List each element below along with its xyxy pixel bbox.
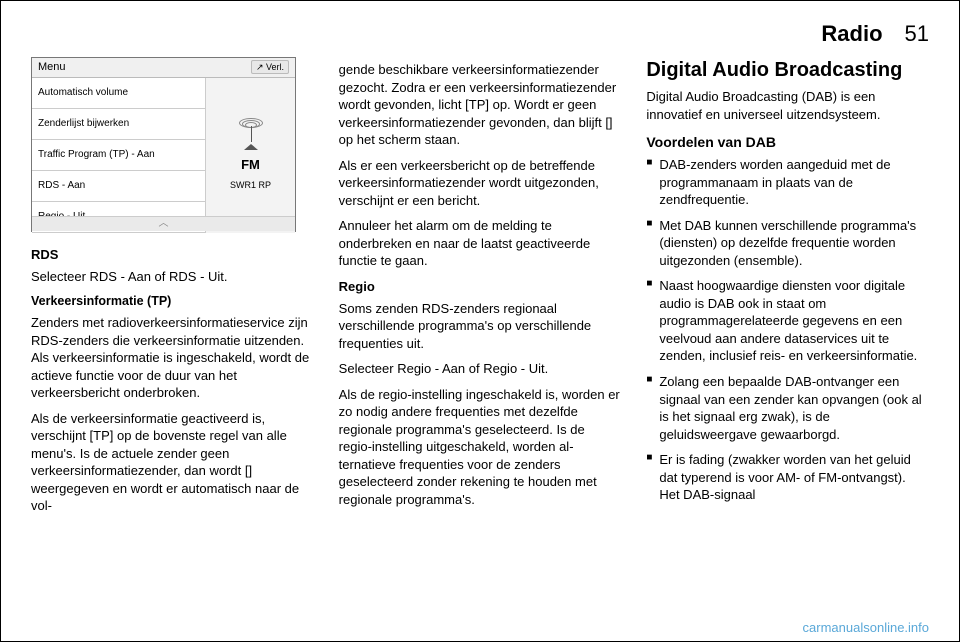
screenshot-menu-item: RDS - Aan — [32, 171, 206, 202]
dab-heading: Digital Audio Broadcasting — [646, 57, 929, 84]
column-3: Digital Audio Broadcasting Digital Audio… — [646, 57, 929, 523]
dab-intro: Digital Audio Broadcasting (DAB) is een … — [646, 88, 929, 123]
tp-paragraph-2: Als de verkeersinformatie geacti­veerd i… — [31, 410, 314, 515]
dab-subheading: Voordelen van DAB — [646, 133, 929, 152]
rds-heading: RDS — [31, 246, 314, 264]
tp-heading: Verkeersinformatie (TP) — [31, 293, 314, 310]
regio-heading: Regio — [339, 278, 622, 296]
screenshot-right-panel: FM SWR1 RP — [206, 78, 295, 233]
tp-paragraph-1: Zenders met radioverkeersinformatie­serv… — [31, 314, 314, 402]
column-2: gende beschikbare verkeersinforma­tiezen… — [339, 57, 622, 523]
dab-bullet: Naast hoogwaardige diensten voor digital… — [646, 277, 929, 365]
radio-menu-screenshot: Menu ↗ Verl. Automatisch volume Zenderli… — [31, 57, 296, 232]
screenshot-station-label: SWR1 RP — [230, 179, 271, 191]
dab-bullet: DAB-zenders worden aangeduid met de prog… — [646, 156, 929, 209]
antenna-icon — [239, 120, 263, 150]
dab-bullet-list: DAB-zenders worden aangeduid met de prog… — [646, 156, 929, 504]
screenshot-menu-item: Automatisch volume — [32, 78, 206, 109]
dab-bullet: Er is fading (zwakker worden van het gel… — [646, 451, 929, 504]
screenshot-menu-item: Zenderlijst bijwerken — [32, 109, 206, 140]
screenshot-menu-list: Automatisch volume Zenderlijst bijwerken… — [32, 78, 206, 233]
manual-page: Radio 51 Menu ↗ Verl. Automatisch volume… — [0, 0, 960, 642]
chevron-up-icon: ︿ — [159, 217, 169, 231]
page-header: Radio 51 — [31, 21, 929, 47]
screenshot-topbar: Menu ↗ Verl. — [32, 58, 295, 78]
col2-paragraph-3: Annuleer het alarm om de melding te onde… — [339, 217, 622, 270]
footer-watermark: carmanualsonline.info — [803, 620, 929, 635]
header-section-label: Radio — [821, 21, 882, 47]
rds-text: Selecteer RDS - Aan of RDS - Uit. — [31, 268, 314, 286]
col2-paragraph-2: Als er een verkeersbericht op de be­tref… — [339, 157, 622, 210]
screenshot-verl-button: ↗ Verl. — [251, 60, 289, 74]
screenshot-body: Automatisch volume Zenderlijst bijwerken… — [32, 78, 295, 233]
col2-paragraph-1: gende beschikbare verkeersinforma­tiezen… — [339, 61, 622, 149]
screenshot-menu-label: Menu — [38, 60, 66, 75]
dab-bullet: Met DAB kunnen verschillende pro­gramma'… — [646, 217, 929, 270]
regio-paragraph-1: Soms zenden RDS-zenders regio­naal versc… — [339, 300, 622, 353]
column-1: Menu ↗ Verl. Automatisch volume Zenderli… — [31, 57, 314, 523]
header-page-number: 51 — [905, 21, 929, 47]
screenshot-bottombar: ︿ — [32, 216, 295, 231]
dab-bullet: Zolang een bepaalde DAB-ontvan­ger een s… — [646, 373, 929, 443]
regio-paragraph-2: Selecteer Regio - Aan of Regio - Uit. — [339, 360, 622, 378]
content-columns: Menu ↗ Verl. Automatisch volume Zenderli… — [31, 57, 929, 523]
regio-paragraph-3: Als de regio-instelling ingeschakeld is,… — [339, 386, 622, 509]
screenshot-menu-item: Traffic Program (TP) - Aan — [32, 140, 206, 171]
screenshot-band-label: FM — [241, 156, 260, 174]
